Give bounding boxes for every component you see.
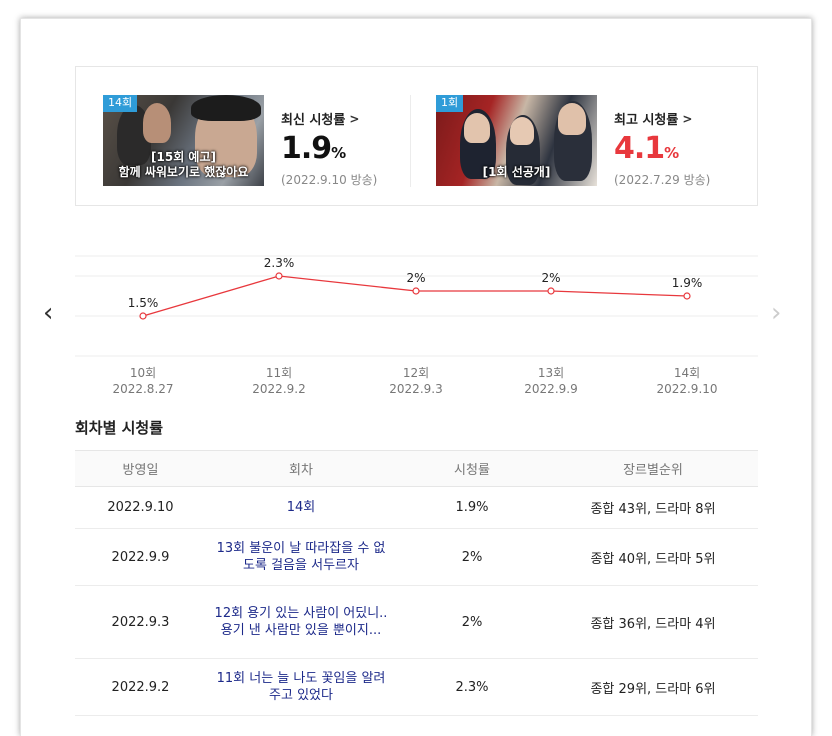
latest-rating-value: 1.9% bbox=[281, 131, 347, 166]
row-date: 2022.9.9 bbox=[75, 528, 206, 586]
x-tick-date: 2022.9.2 bbox=[252, 382, 305, 396]
episode-ratings-table: 방영일 회차 시청률 장르별순위 2022.9.10 14회 1.9% 종합 4… bbox=[75, 450, 758, 716]
data-label: 2% bbox=[406, 271, 425, 285]
table-row: 2022.9.10 14회 1.9% 종합 43위, 드라마 8위 bbox=[75, 486, 758, 529]
data-point bbox=[547, 287, 555, 295]
x-tick-date: 2022.9.3 bbox=[389, 382, 442, 396]
thumbnail-caption: [15회 예고] 함께 싸워보기로 했잖아요 bbox=[118, 150, 249, 179]
table-row: 2022.9.2 11회 너는 늘 나도 꽃임을 알려주고 있었다 2.3% 종… bbox=[75, 658, 758, 716]
episode-link[interactable]: 13회 불운이 날 따라잡을 수 없도록 걸음을 서두르자 bbox=[216, 541, 386, 573]
row-rank: 종합 43위, 드라마 8위 bbox=[548, 486, 758, 529]
header-episode: 회차 bbox=[206, 450, 396, 487]
best-episode-thumbnail[interactable]: 1회 [1회 선공개] bbox=[436, 95, 597, 186]
row-rating: 2% bbox=[396, 585, 548, 659]
episode-link[interactable]: 14회 bbox=[286, 500, 316, 515]
chevron-left-icon[interactable]: ‹ bbox=[43, 298, 54, 328]
best-rating-info: 최고 시청률 > 4.1% (2022.7.29 방송) bbox=[614, 109, 710, 188]
chevron-right-icon[interactable]: › bbox=[771, 298, 782, 328]
header-rating: 시청률 bbox=[396, 450, 548, 487]
row-rating: 2% bbox=[396, 528, 548, 586]
row-rank: 종합 29위, 드라마 6위 bbox=[548, 658, 758, 716]
header-rank: 장르별순위 bbox=[548, 450, 758, 487]
section-title: 회차별 시청률 bbox=[75, 419, 164, 437]
table-row: 2022.9.3 12회 용기 있는 사람이 어딨니.. 용기 낸 사람만 있을… bbox=[75, 585, 758, 659]
card-divider bbox=[410, 95, 411, 187]
data-label: 2% bbox=[541, 271, 560, 285]
x-tick-label: 12회 bbox=[403, 366, 429, 380]
x-tick-label: 10회 bbox=[130, 366, 156, 380]
ratings-line-chart: 1.5% 10회 2022.8.27 2.3% 11회 2022.9.2 2% 12회 2022… bbox=[21, 224, 811, 404]
row-rank: 종합 36위, 드라마 4위 bbox=[548, 585, 758, 659]
episode-tag: 1회 bbox=[436, 95, 464, 112]
row-rating: 2.3% bbox=[396, 658, 548, 716]
latest-rating-link[interactable]: 최신 시청률 > bbox=[281, 111, 360, 129]
row-date: 2022.9.2 bbox=[75, 658, 206, 716]
table-row: 2022.9.9 13회 불운이 날 따라잡을 수 없도록 걸음을 서두르자 2… bbox=[75, 528, 758, 586]
best-rating-card[interactable]: 1회 [1회 선공개] 최고 시청률 > 4.1% (2022.7.29 방송) bbox=[436, 95, 746, 187]
chart-canvas: 1.5% 10회 2022.8.27 2.3% 11회 2022.9.2 2% 12회 2022… bbox=[75, 255, 758, 396]
data-point bbox=[412, 287, 420, 295]
data-label: 1.9% bbox=[672, 276, 703, 290]
x-tick-label: 13회 bbox=[538, 366, 564, 380]
chevron-right-icon: > bbox=[349, 111, 360, 126]
table-header-row: 방영일 회차 시청률 장르별순위 bbox=[75, 450, 758, 487]
row-rank: 종합 40위, 드라마 5위 bbox=[548, 528, 758, 586]
rating-summary: 14회 [15회 예고] 함께 싸워보기로 했잖아요 최신 시청률 > 1.9%… bbox=[75, 66, 758, 206]
chevron-right-icon: > bbox=[682, 111, 693, 126]
data-label: 1.5% bbox=[128, 296, 159, 310]
episode-tag: 14회 bbox=[103, 95, 138, 112]
best-broadcast-date: (2022.7.29 방송) bbox=[614, 173, 711, 187]
data-point bbox=[683, 292, 691, 300]
x-tick-label: 14회 bbox=[674, 366, 700, 380]
x-tick-date: 2022.8.27 bbox=[112, 382, 173, 396]
episode-link[interactable]: 12회 용기 있는 사람이 어딨니.. 용기 낸 사람만 있을 뿐이지... bbox=[214, 606, 388, 638]
data-point bbox=[139, 312, 147, 320]
best-rating-value: 4.1% bbox=[614, 131, 680, 166]
x-tick-label: 11회 bbox=[266, 366, 292, 380]
latest-rating-info: 최신 시청률 > 1.9% (2022.9.10 방송) bbox=[281, 109, 377, 188]
x-tick-date: 2022.9.9 bbox=[524, 382, 577, 396]
latest-broadcast-date: (2022.9.10 방송) bbox=[281, 173, 378, 187]
header-date: 방영일 bbox=[75, 450, 206, 487]
row-rating: 1.9% bbox=[396, 486, 548, 529]
x-tick-date: 2022.9.10 bbox=[656, 382, 717, 396]
episode-link[interactable]: 11회 너는 늘 나도 꽃임을 알려주고 있었다 bbox=[216, 671, 386, 703]
data-label: 2.3% bbox=[264, 256, 295, 270]
row-date: 2022.9.10 bbox=[75, 486, 206, 529]
latest-rating-card[interactable]: 14회 [15회 예고] 함께 싸워보기로 했잖아요 최신 시청률 > 1.9%… bbox=[103, 95, 403, 187]
best-rating-link[interactable]: 최고 시청률 > bbox=[614, 111, 693, 129]
ratings-panel: 14회 [15회 예고] 함께 싸워보기로 했잖아요 최신 시청률 > 1.9%… bbox=[20, 18, 812, 736]
latest-episode-thumbnail[interactable]: 14회 [15회 예고] 함께 싸워보기로 했잖아요 bbox=[103, 95, 264, 186]
thumbnail-caption: [1회 선공개] bbox=[482, 165, 551, 179]
data-point bbox=[275, 272, 283, 280]
row-date: 2022.9.3 bbox=[75, 585, 206, 659]
